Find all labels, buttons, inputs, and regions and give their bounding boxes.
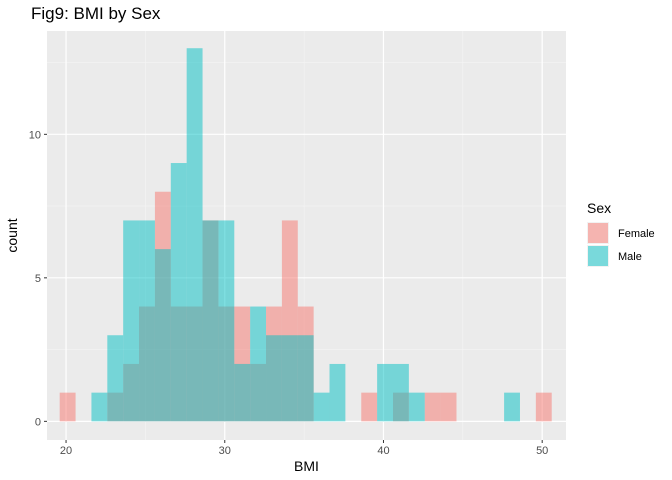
legend-swatch-female bbox=[588, 223, 608, 243]
legend-label-female: Female bbox=[618, 228, 655, 240]
x-axis-title: BMI bbox=[294, 458, 319, 474]
legend: Sex Female Male bbox=[587, 200, 655, 267]
histogram-bars bbox=[59, 48, 552, 422]
bar-male bbox=[123, 220, 140, 422]
bar-female bbox=[361, 392, 378, 422]
bar-male bbox=[234, 363, 251, 422]
y-tick-label: 10 bbox=[29, 129, 41, 141]
bar-male bbox=[504, 392, 520, 422]
bar-female bbox=[59, 392, 76, 422]
bar-male bbox=[91, 392, 108, 422]
bar-male bbox=[408, 392, 425, 422]
bar-male bbox=[266, 335, 282, 422]
bar-male bbox=[218, 220, 235, 422]
legend-title: Sex bbox=[587, 200, 611, 216]
bar-male bbox=[313, 392, 330, 422]
bar-male bbox=[107, 335, 124, 422]
y-tick-label: 5 bbox=[35, 273, 41, 285]
legend-swatch-male bbox=[588, 246, 608, 266]
bar-male bbox=[154, 249, 171, 422]
chart-title: Fig9: BMI by Sex bbox=[31, 4, 161, 23]
bar-male bbox=[250, 306, 267, 422]
bar-male bbox=[393, 363, 409, 422]
bar-female bbox=[535, 392, 552, 422]
bar-male bbox=[186, 48, 203, 422]
bar-male bbox=[297, 335, 314, 422]
bar-male bbox=[202, 220, 219, 422]
axis-ticks: 20 30 40 50 0 5 10 bbox=[29, 129, 549, 457]
x-tick-label: 30 bbox=[219, 445, 231, 457]
bar-male bbox=[281, 335, 298, 422]
y-axis-title: count bbox=[4, 218, 20, 252]
bar-female bbox=[440, 392, 457, 422]
legend-label-male: Male bbox=[618, 251, 642, 263]
bar-female bbox=[424, 392, 441, 422]
bar-male bbox=[139, 220, 155, 422]
y-tick-label: 0 bbox=[35, 416, 41, 428]
x-tick-label: 40 bbox=[377, 445, 389, 457]
bar-male bbox=[377, 363, 393, 422]
x-tick-label: 50 bbox=[536, 445, 548, 457]
bar-male bbox=[170, 163, 187, 422]
bar-male bbox=[329, 363, 346, 422]
x-tick-label: 20 bbox=[60, 445, 72, 457]
